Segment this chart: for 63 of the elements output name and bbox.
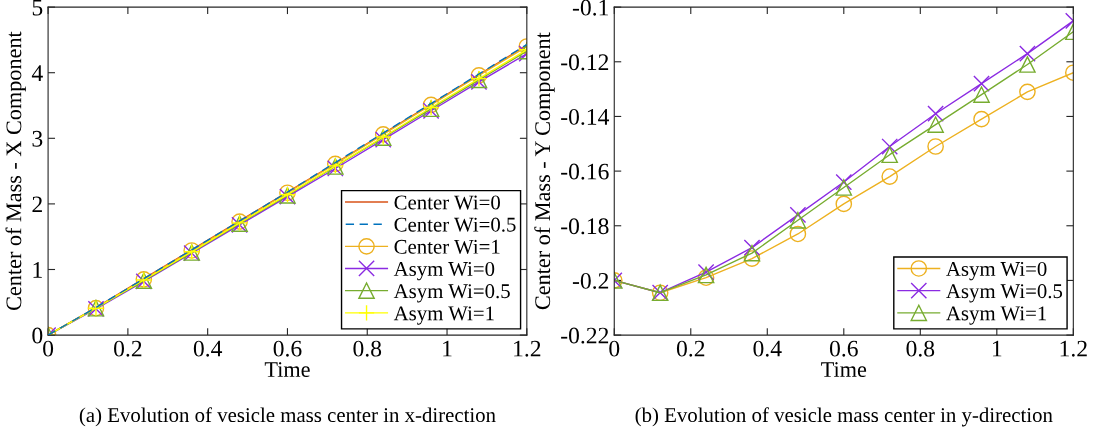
y-tick-label: -0.1: [572, 0, 608, 16]
x-tick-label: 0.4: [753, 340, 782, 357]
x-axis-title: Time: [821, 362, 867, 377]
point: [1019, 83, 1036, 101]
legend-label: Center Wi=0.5: [394, 217, 516, 232]
x-tick-label: 1: [992, 340, 1002, 357]
y-tick-label: -0.2: [572, 272, 609, 289]
legend-label: Center Wi=0: [394, 195, 500, 210]
y-tick-label: 3: [32, 130, 43, 147]
x-tick-label: 0.8: [906, 340, 935, 357]
legend-label: Asym Wi=0.5: [393, 284, 510, 303]
x-tick-label: 1: [443, 340, 452, 357]
x-axis-title: Time: [264, 362, 310, 377]
point: [743, 244, 761, 262]
y-tick-label: 2: [32, 196, 42, 213]
legend-label: Asym Wi=0: [946, 261, 1047, 281]
x-tick-label: 0.4: [193, 340, 223, 357]
legend-label: Asym Wi=1: [393, 306, 494, 325]
y-tick-label: -0.12: [561, 54, 609, 71]
point: [927, 105, 944, 123]
y-tick-label: 5: [32, 0, 43, 16]
point: [789, 225, 807, 243]
text: (a) Evolution of vesicle mass center in x-direction: [79, 407, 496, 427]
point: [835, 173, 853, 191]
x-tick-label: 1.2: [514, 340, 541, 357]
point: [881, 146, 899, 164]
legend-label: Asym Wi=0.5: [946, 284, 1063, 303]
point: [835, 195, 853, 213]
point: [743, 250, 761, 267]
y-tick-label: -0.14: [561, 108, 610, 125]
point: [1019, 45, 1036, 62]
legend-label: Center Wi=1: [394, 239, 500, 254]
x-tick-label: 0.6: [273, 340, 302, 357]
x-tick-label: 1.2: [1060, 340, 1087, 357]
y-tick-label: 4: [31, 65, 43, 81]
legend-label: Asym Wi=1: [946, 306, 1047, 325]
point: [743, 239, 761, 256]
x-tick-label: 0: [43, 340, 54, 357]
y-axis-title: Center of Mass - Y Component: [534, 32, 555, 310]
y-tick-label: 0: [32, 327, 43, 344]
y-tick-label: -0.22: [561, 327, 609, 344]
y-axis-title: Center of Mass - X Component: [5, 31, 26, 310]
point: [927, 116, 944, 133]
text: (b) Evolution of vesicle mass center in y-direction: [635, 407, 1053, 427]
legend-label: Asym Wi=0: [393, 261, 495, 281]
point: [835, 179, 853, 196]
y-tick-label: -0.16: [561, 163, 609, 180]
point: [973, 110, 990, 128]
x-tick-label: 0.8: [353, 340, 382, 357]
point: [789, 206, 807, 224]
point: [927, 138, 944, 155]
point: [973, 75, 990, 92]
point: [881, 168, 899, 185]
point: [1019, 56, 1036, 73]
point: [789, 211, 807, 229]
point: [881, 138, 899, 155]
x-tick-label: 0.6: [829, 340, 858, 357]
x-tick-label: 0: [609, 340, 620, 357]
point: [973, 86, 990, 103]
y-tick-label: 1: [33, 262, 42, 278]
y-tick-label: -0.18: [561, 218, 609, 235]
x-tick-label: 0.2: [676, 340, 705, 357]
x-tick-label: 0.2: [114, 340, 142, 357]
